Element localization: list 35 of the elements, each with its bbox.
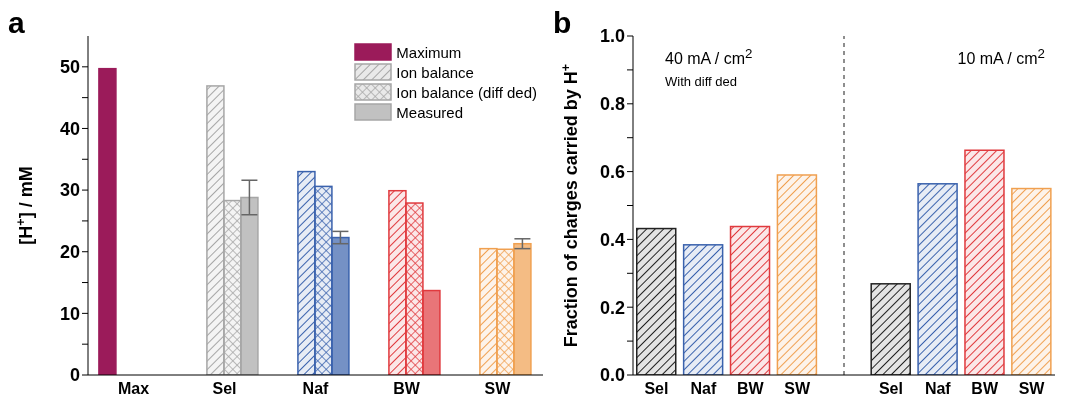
x-tick-label: BW — [736, 380, 765, 398]
x-tick-label: SW — [1018, 380, 1046, 398]
x-tick-label: Sel — [878, 380, 903, 398]
x-tick-label: BW — [393, 380, 421, 398]
legend-label: Measured — [396, 103, 464, 121]
y-tick-label: 10 — [59, 303, 80, 324]
y-tick-label: 40 — [59, 118, 80, 139]
legend-label: Maximum — [396, 43, 462, 61]
annotation: With diff ded — [665, 74, 738, 89]
y-tick-label: 50 — [59, 57, 80, 78]
x-tick-label: Naf — [924, 380, 952, 398]
x-tick-label: BW — [971, 380, 999, 398]
y-tick-label: 0 — [69, 365, 80, 386]
x-tick-label: Naf — [302, 380, 330, 398]
y-tick-label: 1.0 — [599, 26, 625, 47]
x-tick-label: SW — [784, 380, 811, 398]
legend-label: Ion balance (diff ded) — [396, 83, 537, 101]
y-tick-label: 20 — [59, 242, 80, 263]
y-tick-label: 30 — [59, 180, 80, 201]
x-tick-label: Max — [117, 380, 150, 398]
y-tick-label: 0.2 — [599, 297, 625, 318]
x-tick-label: Sel — [212, 380, 237, 398]
y-tick-label: 0.6 — [599, 161, 625, 182]
y-tick-label: 0.4 — [599, 229, 625, 250]
chart-title: a — [8, 6, 25, 39]
chart-title: b — [553, 6, 572, 39]
x-tick-label: Sel — [644, 380, 669, 398]
legend-label: Ion balance — [396, 63, 474, 81]
annotation: 40 mA / cm$^{2}$ — [665, 46, 753, 69]
y-tick-label: 0.0 — [599, 365, 625, 386]
annotation: 10 mA / cm$^{2}$ — [957, 46, 1045, 69]
x-tick-label: Naf — [690, 380, 717, 398]
y-tick-label: 0.8 — [599, 94, 625, 115]
bar — [98, 67, 117, 375]
x-tick-label: SW — [484, 380, 512, 398]
